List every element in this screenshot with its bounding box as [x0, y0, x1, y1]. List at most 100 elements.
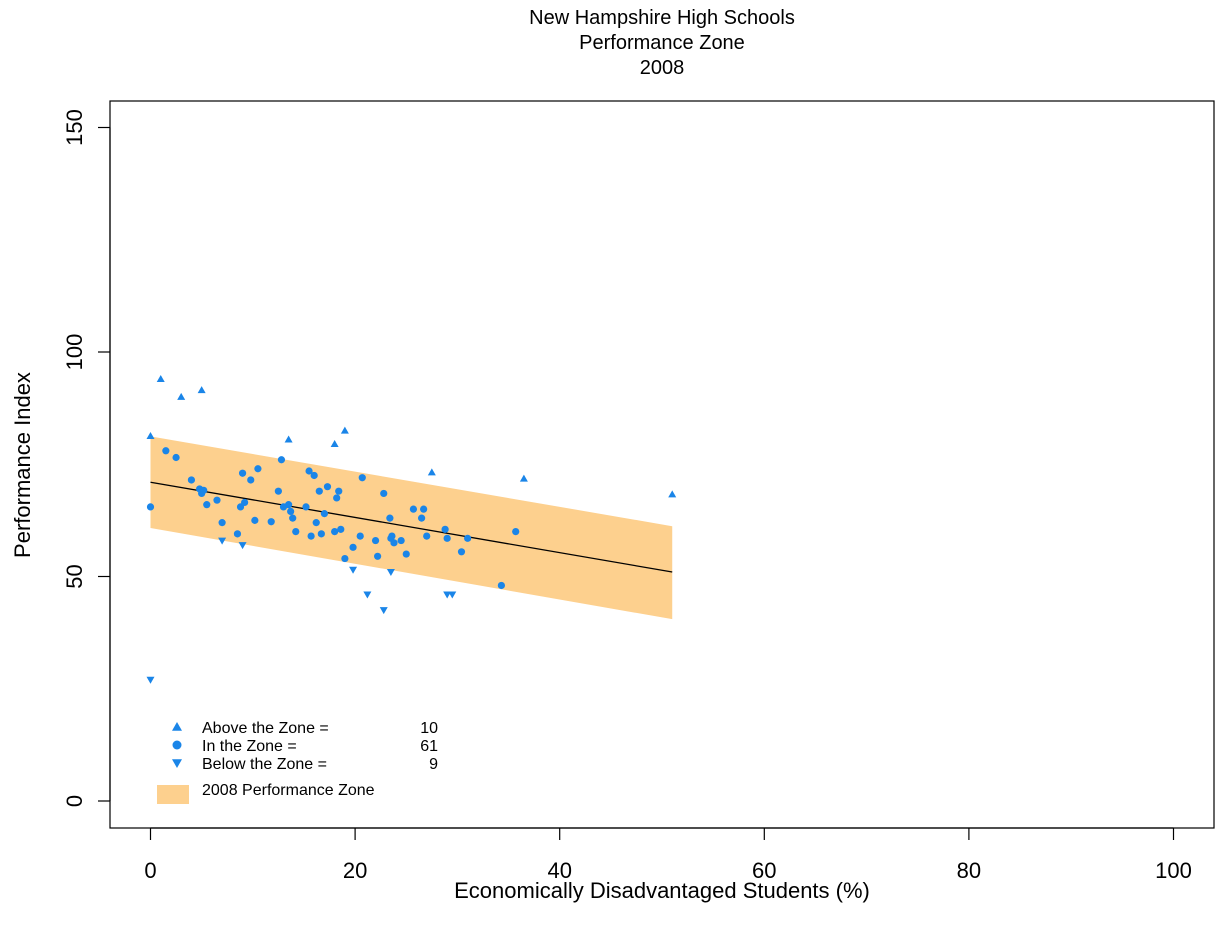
in-zone-point: [417, 514, 426, 522]
legend-label: 2008 Performance Zone: [202, 782, 375, 799]
in-zone-point: [247, 476, 255, 484]
x-tick-label: 0: [144, 858, 156, 883]
in-zone-point: [200, 486, 208, 494]
in-zone-point: [341, 554, 349, 563]
legend-label: In the Zone =: [202, 738, 297, 755]
above-zone-point: [340, 426, 349, 434]
in-zone-point: [233, 530, 242, 538]
y-axis-label: Performance Index: [10, 372, 35, 558]
below-zone-point: [238, 542, 247, 550]
x-axis-label: Economically Disadvantaged Students (%): [454, 878, 870, 903]
above-zone-point: [284, 435, 293, 443]
in-zone-point: [441, 525, 449, 533]
in-zone-point: [251, 516, 259, 524]
in-zone-point: [386, 514, 394, 522]
in-zone-point: [187, 476, 196, 484]
in-zone-point: [218, 519, 226, 527]
below-zone-point: [386, 569, 395, 577]
in-zone-point: [323, 483, 332, 491]
y-tick-label: 50: [62, 564, 87, 588]
performance-zone-band: [150, 436, 673, 620]
in-zone-point: [162, 447, 170, 455]
in-zone-point: [287, 507, 295, 515]
legend-count: 9: [429, 756, 438, 773]
in-zone-point: [512, 528, 520, 536]
above-zone-point: [427, 468, 436, 476]
in-zone-point: [238, 469, 247, 477]
in-zone-point: [289, 514, 297, 522]
in-zone-point: [497, 581, 505, 590]
above-zone-point: [197, 386, 206, 394]
above-zone-point: [156, 374, 165, 382]
in-zone-point: [320, 510, 329, 518]
in-zone-point: [310, 471, 318, 480]
in-zone-point: [285, 501, 293, 509]
in-zone-point: [292, 528, 300, 536]
x-tick-label: 100: [1155, 858, 1192, 883]
in-zone-point: [203, 501, 211, 509]
below-zone-point: [448, 591, 457, 599]
legend-count: 61: [420, 738, 438, 755]
above-zone-point: [668, 490, 677, 498]
x-tick-label: 60: [752, 858, 776, 883]
in-zone-point: [317, 530, 325, 538]
legend-below-zone-marker: [172, 759, 182, 768]
legend-in-zone-marker: [172, 740, 182, 750]
in-zone-point: [277, 456, 286, 464]
in-zone-point: [390, 539, 398, 547]
below-zone-point: [363, 591, 372, 599]
legend-label: Below the Zone =: [202, 756, 327, 773]
in-zone-point: [267, 518, 275, 526]
chart-title-line-3: 2008: [640, 57, 685, 79]
in-zone-point: [380, 489, 388, 498]
in-zone-point: [358, 474, 366, 482]
y-tick-label: 150: [62, 109, 87, 146]
in-zone-point: [420, 505, 428, 513]
x-tick-label: 80: [957, 858, 981, 883]
legend: Above the Zone = 10 In the Zone = 61 Below t…: [157, 720, 438, 804]
x-tick-label: 40: [547, 858, 571, 883]
legend-zone-swatch: [157, 785, 189, 804]
in-zone-point: [402, 550, 410, 558]
in-zone-point: [331, 528, 339, 536]
in-zone-point: [409, 505, 418, 513]
in-zone-point: [146, 503, 155, 511]
in-zone-point: [457, 548, 466, 556]
in-zone-point: [443, 534, 451, 542]
below-zone-point: [443, 591, 452, 599]
above-zone-point: [330, 440, 339, 448]
y-tick-label: 0: [62, 795, 87, 807]
below-zone-point: [349, 566, 358, 574]
in-zone-point: [213, 496, 221, 504]
in-zone-point: [397, 536, 405, 545]
axes-layer: 0 20 40 60 80 100 0 50 100 150: [62, 109, 1192, 883]
above-zone-point: [146, 431, 155, 439]
in-zone-point: [337, 525, 345, 533]
in-zone-point: [315, 487, 323, 495]
in-zone-point: [335, 487, 343, 495]
below-zone-point: [218, 537, 227, 545]
in-zone-point: [349, 543, 357, 551]
above-zone-point: [519, 474, 528, 482]
in-zone-point: [274, 487, 282, 495]
in-zone-point: [307, 532, 315, 540]
in-zone-point: [388, 532, 396, 540]
legend-above-zone-marker: [172, 722, 182, 731]
in-zone-point: [374, 552, 382, 560]
in-zone-point: [464, 534, 472, 542]
regression-line: [150, 481, 673, 573]
in-zone-point: [333, 494, 341, 502]
in-zone-point: [302, 503, 310, 511]
chart-title-line-2: Performance Zone: [579, 32, 745, 54]
performance-zone-layer: [150, 436, 673, 620]
in-zone-point: [312, 519, 320, 527]
below-zone-point: [146, 676, 155, 684]
in-zone-point: [254, 465, 262, 473]
below-zone-point: [379, 607, 388, 615]
in-zone-point: [356, 532, 364, 540]
legend-count: 10: [420, 720, 438, 737]
chart-title: New Hampshire High Schools Performance Z…: [529, 7, 795, 79]
in-zone-point: [371, 536, 380, 545]
in-zone-point: [172, 453, 180, 462]
